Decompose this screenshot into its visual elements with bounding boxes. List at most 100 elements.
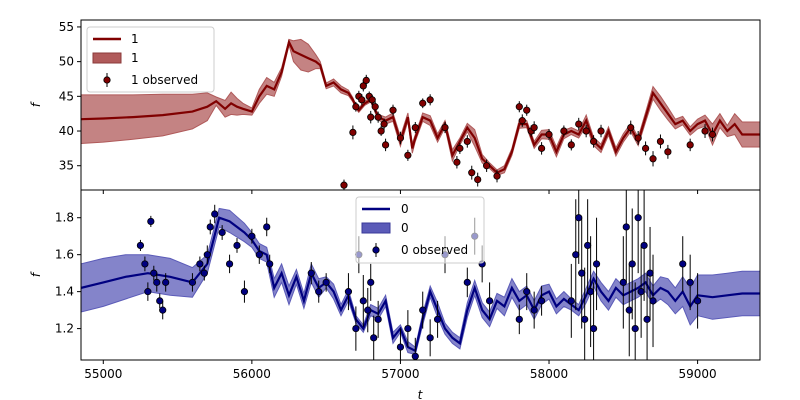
- bot-observed-point: [150, 269, 158, 277]
- top-observed-point: [368, 96, 376, 104]
- bot-y-tick-label: 1.8: [55, 211, 74, 225]
- top-observed-point: [567, 141, 575, 149]
- top-observed-point: [419, 99, 427, 107]
- bot-observed-point: [200, 269, 208, 277]
- top-observed-point: [396, 134, 405, 142]
- bot-observed-point: [367, 278, 375, 286]
- top-observed-point: [411, 123, 419, 132]
- bot-observed-point: [631, 324, 639, 333]
- top-y-axis-label: f: [29, 101, 43, 107]
- bot-observed-point: [364, 306, 372, 314]
- top-legend-line-label: 1: [131, 32, 139, 46]
- bot-observed-point: [344, 288, 353, 296]
- bot-observed-point: [322, 278, 330, 286]
- top-y-tick-label: 40: [59, 124, 74, 138]
- top-observed-point: [367, 113, 375, 121]
- bot-observed-point: [233, 241, 241, 250]
- bot-observed-point: [162, 278, 170, 286]
- top-observed-point: [575, 120, 583, 128]
- top-observed-point: [426, 96, 434, 104]
- bot-observed-point: [248, 232, 256, 240]
- bottom-y-axis-label: f: [29, 271, 43, 277]
- top-observed-point: [468, 169, 476, 177]
- top-observed-point: [404, 151, 412, 159]
- bot-observed-point: [352, 324, 360, 333]
- bottom-panel: 1.2 1.4 1.6 1.8 55000 56000 57000 58000 59000 f…: [29, 189, 761, 400]
- bot-observed-point: [463, 278, 471, 286]
- x-tick-label: 56000: [233, 367, 271, 381]
- top-y-tick-label: 50: [59, 55, 74, 69]
- bot-observed-point: [619, 278, 627, 286]
- top-legend-points-label: 1 observed: [131, 73, 198, 87]
- top-observed-point: [708, 130, 717, 139]
- bot-observed-point: [592, 260, 601, 268]
- bot-observed-point: [153, 278, 161, 286]
- bot-y-tick-label: 1.4: [55, 285, 74, 299]
- bot-observed-point: [640, 241, 648, 250]
- x-tick-label: 55000: [84, 367, 122, 381]
- top-observed-point: [349, 128, 357, 137]
- top-observed-point: [483, 162, 491, 170]
- top-observed-point: [530, 123, 538, 132]
- top-observed-point: [371, 103, 379, 111]
- bot-observed-point: [263, 223, 271, 231]
- top-legend-band-label: 1: [131, 51, 139, 65]
- bot-observed-point: [587, 288, 595, 296]
- bot-observed-point: [572, 251, 580, 259]
- x-tick-label: 59000: [679, 367, 717, 381]
- top-observed-point: [664, 148, 672, 156]
- bot-observed-point: [679, 260, 687, 268]
- bot-observed-point: [575, 214, 583, 222]
- top-observed-point: [362, 76, 370, 84]
- bot-observed-point: [643, 315, 651, 323]
- bot-observed-point: [218, 228, 226, 237]
- bot-observed-point: [485, 297, 494, 305]
- bot-observed-point: [578, 269, 586, 277]
- bot-observed-point: [419, 306, 427, 314]
- bot-observed-point: [370, 334, 378, 342]
- top-observed-point: [358, 96, 366, 104]
- bottom-legend-band-label: 0: [401, 221, 409, 235]
- bot-observed-point: [686, 278, 694, 286]
- top-legend-points-swatch: [103, 76, 111, 84]
- top-y-tick-label: 45: [59, 89, 74, 103]
- bot-observed-point: [136, 241, 145, 250]
- bot-observed-point: [203, 251, 211, 259]
- top-observed-point: [545, 130, 553, 139]
- top-observed-point: [686, 141, 694, 149]
- top-observed-point: [493, 172, 501, 180]
- bottom-plot-frame: [80, 189, 761, 361]
- top-observed-point: [627, 123, 635, 132]
- top-legend: 1 1 1 observed: [86, 26, 215, 93]
- top-observed-point: [523, 106, 531, 114]
- bot-observed-point: [649, 297, 657, 305]
- bot-observed-point: [359, 297, 367, 305]
- top-observed-point: [518, 117, 526, 125]
- bot-observed-point: [634, 214, 642, 222]
- bottom-legend-frame: [355, 196, 485, 264]
- bot-observed-point: [159, 306, 167, 314]
- bot-observed-point: [240, 288, 249, 296]
- top-observed-point: [634, 134, 642, 142]
- bot-observed-point: [211, 210, 219, 218]
- top-legend-frame: [86, 26, 215, 93]
- top-y-tick-label: 35: [59, 159, 74, 173]
- bot-observed-point: [637, 288, 645, 296]
- top-observed-point: [582, 127, 590, 135]
- bot-observed-point: [396, 343, 405, 351]
- top-observed-point: [641, 144, 650, 152]
- top-legend-band-swatch: [92, 52, 122, 64]
- top-observed-point: [456, 144, 464, 152]
- bot-observed-point: [622, 223, 630, 231]
- top-observed-point: [352, 103, 360, 111]
- bot-observed-point: [523, 288, 531, 296]
- bot-observed-point: [266, 260, 274, 268]
- bot-observed-point: [196, 260, 204, 268]
- top-y-tick-label: 55: [59, 20, 74, 34]
- top-observed-point: [381, 141, 390, 149]
- bot-observed-point: [147, 217, 155, 226]
- x-axis-label: t: [418, 388, 424, 400]
- bot-y-tick-label: 1.6: [55, 248, 74, 262]
- bot-y-tick-label: 1.2: [55, 322, 74, 336]
